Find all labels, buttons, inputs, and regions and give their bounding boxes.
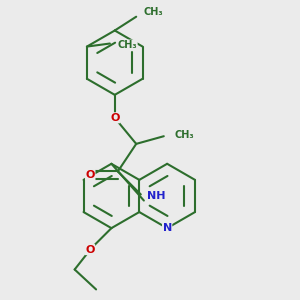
Text: CH₃: CH₃ (144, 7, 164, 17)
Text: O: O (85, 170, 95, 180)
Text: N: N (163, 223, 172, 233)
Text: NH: NH (147, 191, 165, 201)
Text: CH₃: CH₃ (118, 40, 137, 50)
Text: O: O (110, 113, 119, 123)
Text: O: O (85, 244, 95, 255)
Text: CH₃: CH₃ (175, 130, 194, 140)
